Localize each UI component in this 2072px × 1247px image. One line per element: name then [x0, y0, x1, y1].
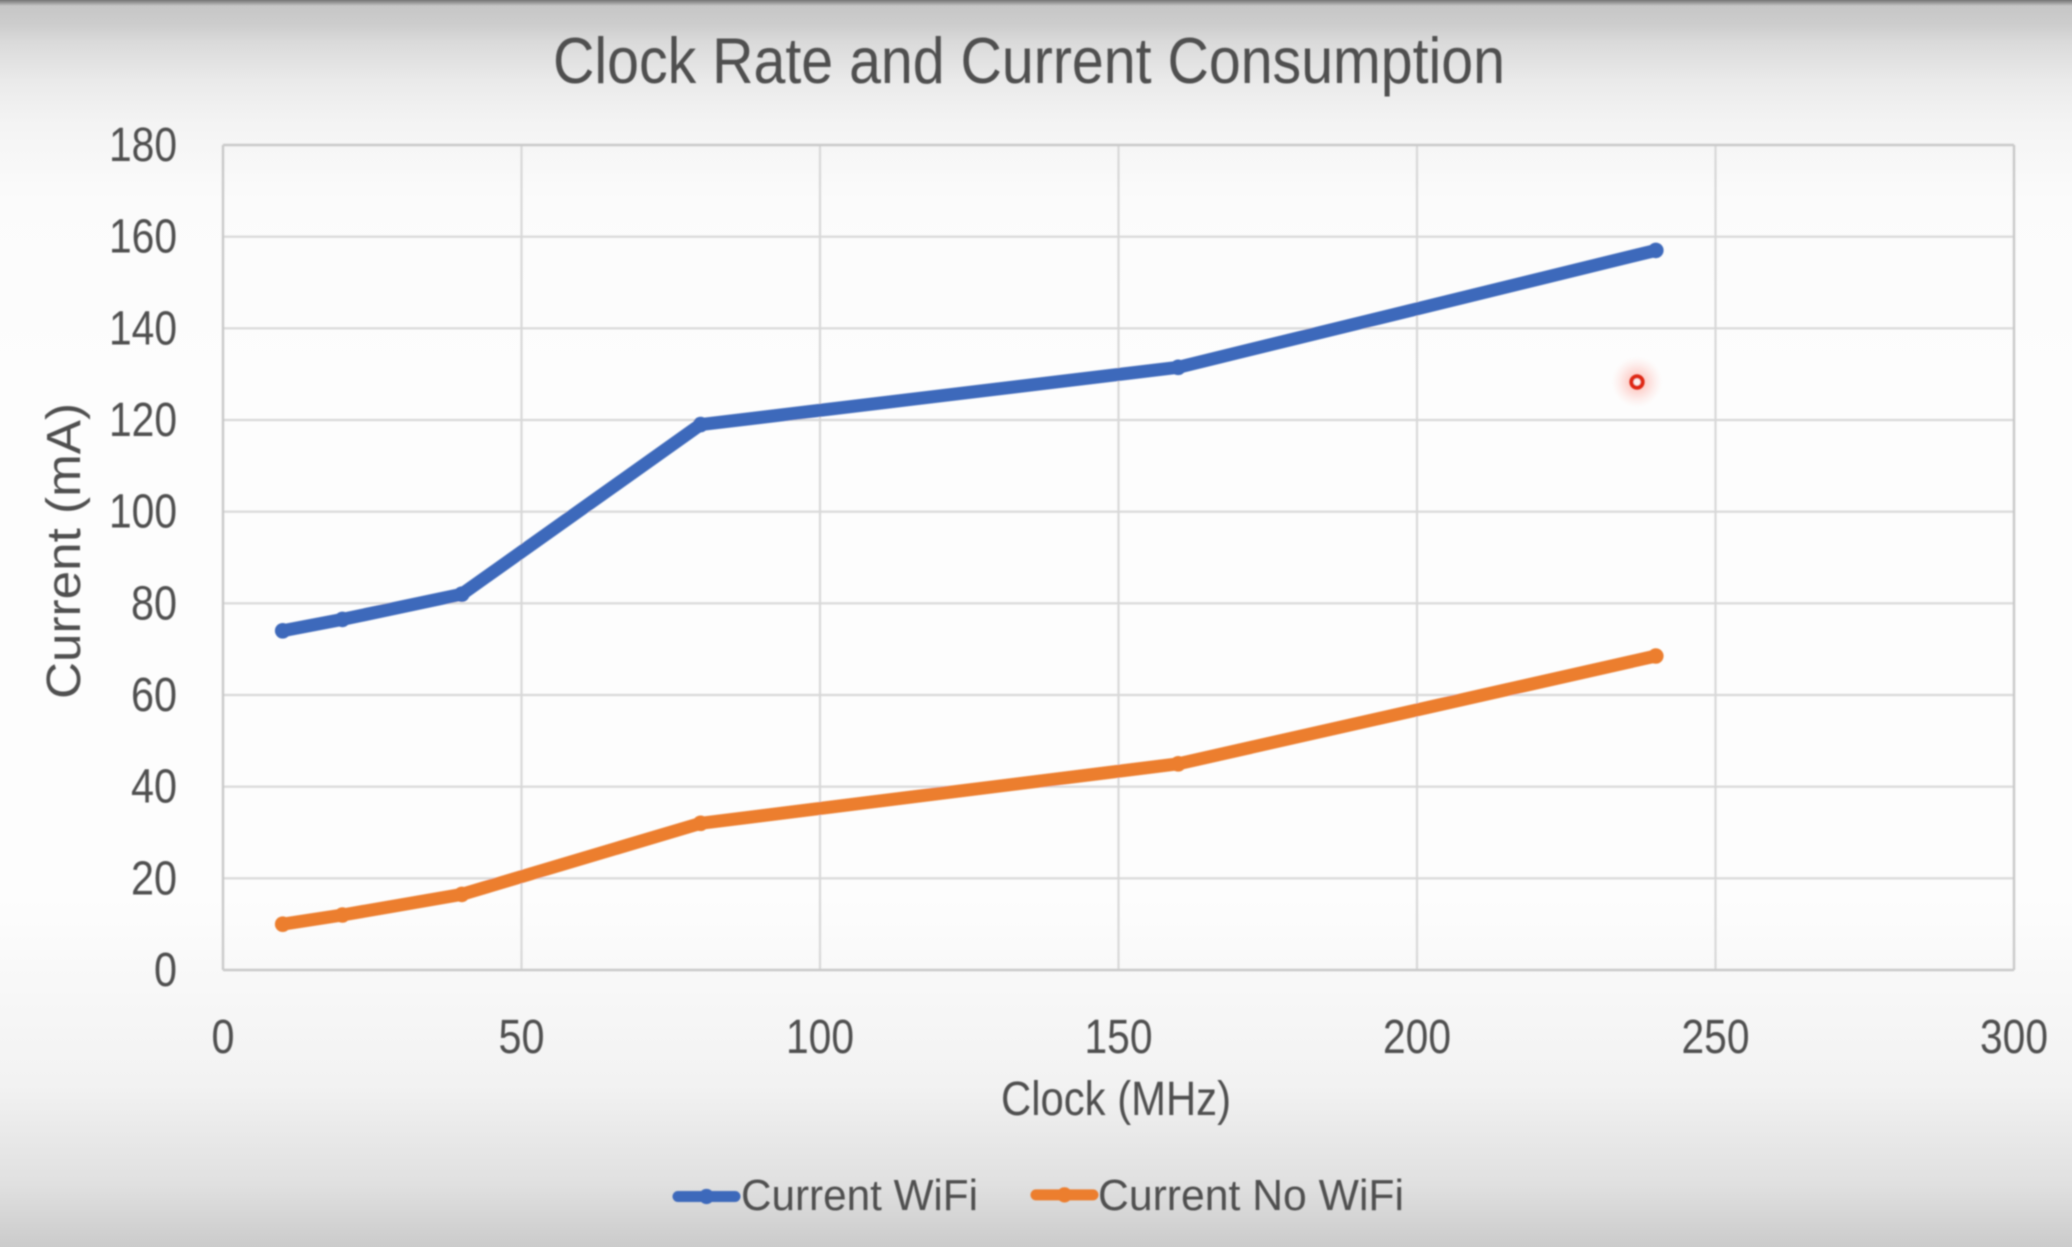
svg-text:20: 20 [131, 852, 177, 905]
svg-text:0: 0 [212, 1011, 235, 1064]
svg-text:Current WiFi: Current WiFi [741, 1171, 978, 1220]
svg-text:Clock Rate and Current Consump: Clock Rate and Current Consumption [553, 24, 1505, 97]
svg-text:180: 180 [109, 119, 177, 172]
svg-text:250: 250 [1682, 1011, 1750, 1064]
svg-text:40: 40 [131, 761, 177, 814]
svg-text:200: 200 [1383, 1011, 1451, 1064]
svg-text:140: 140 [109, 302, 177, 355]
svg-text:150: 150 [1085, 1011, 1153, 1064]
svg-text:Current (mA): Current (mA) [38, 403, 91, 699]
svg-text:Current No WiFi: Current No WiFi [1098, 1171, 1404, 1220]
svg-text:100: 100 [109, 486, 177, 539]
svg-text:100: 100 [786, 1011, 854, 1064]
svg-text:60: 60 [131, 669, 177, 722]
svg-text:120: 120 [109, 394, 177, 447]
svg-text:Clock (MHz): Clock (MHz) [1001, 1073, 1231, 1126]
svg-text:50: 50 [499, 1011, 545, 1064]
svg-text:300: 300 [1980, 1011, 2048, 1064]
svg-text:80: 80 [131, 577, 177, 630]
svg-text:0: 0 [154, 944, 177, 997]
svg-text:160: 160 [109, 211, 177, 264]
